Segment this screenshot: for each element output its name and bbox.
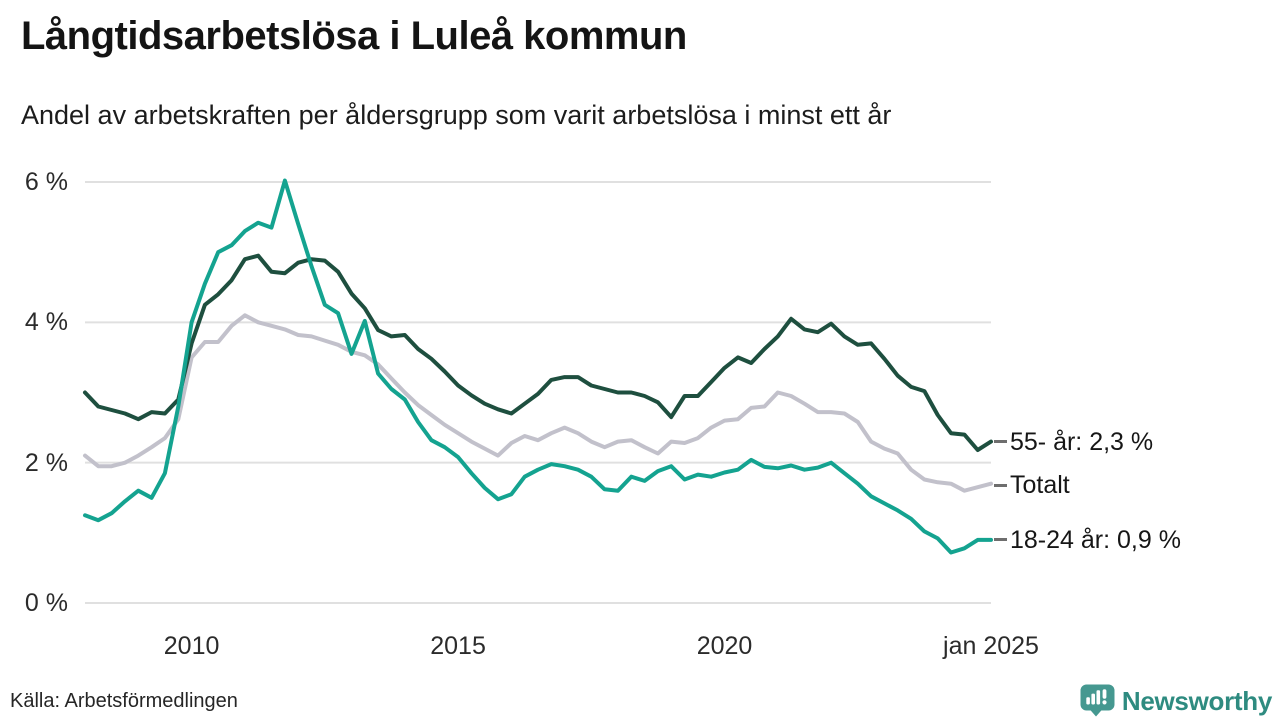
label-tick-dash	[994, 538, 1007, 542]
page-title: Långtidsarbetslösa i Luleå kommun	[21, 14, 687, 58]
x-tick-label: 2010	[163, 632, 220, 660]
series-line-Totalt	[83, 313, 993, 493]
y-tick-label: 4 %	[24, 308, 68, 337]
label-tick-dash	[994, 440, 1007, 444]
chart-subtitle: Andel av arbetskraften per åldersgrupp s…	[21, 100, 892, 130]
series-line-18-24-r	[83, 178, 993, 555]
y-tick-label: 2 %	[24, 448, 68, 477]
end-label-Totalt: Totalt	[994, 470, 1070, 500]
source-note: Källa: Arbetsförmedlingen	[10, 690, 238, 712]
x-tick-label: 2015	[430, 632, 486, 660]
newsworthy-chart-bubble-icon	[1080, 684, 1115, 717]
end-label-18-24-r: 18-24 år: 0,9 %	[994, 525, 1181, 555]
newsworthy-logo: Newsworthy	[1080, 684, 1272, 717]
y-tick-label: 0 %	[24, 589, 68, 617]
y-tick-label: 6 %	[24, 168, 68, 196]
label-tick-dash	[994, 483, 1007, 487]
newsworthy-wordmark: Newsworthy	[1121, 685, 1272, 716]
x-tick-label: jan 2025	[943, 632, 1039, 660]
end-label-55-r: 55- år: 2,3 %	[994, 427, 1153, 457]
x-tick-label: 2020	[696, 632, 753, 660]
end-label-text: Totalt	[1010, 471, 1070, 500]
end-label-text: 18-24 år: 0,9 %	[1010, 525, 1181, 554]
end-label-text: 55- år: 2,3 %	[1010, 427, 1154, 456]
series-line-55-r	[83, 253, 993, 452]
